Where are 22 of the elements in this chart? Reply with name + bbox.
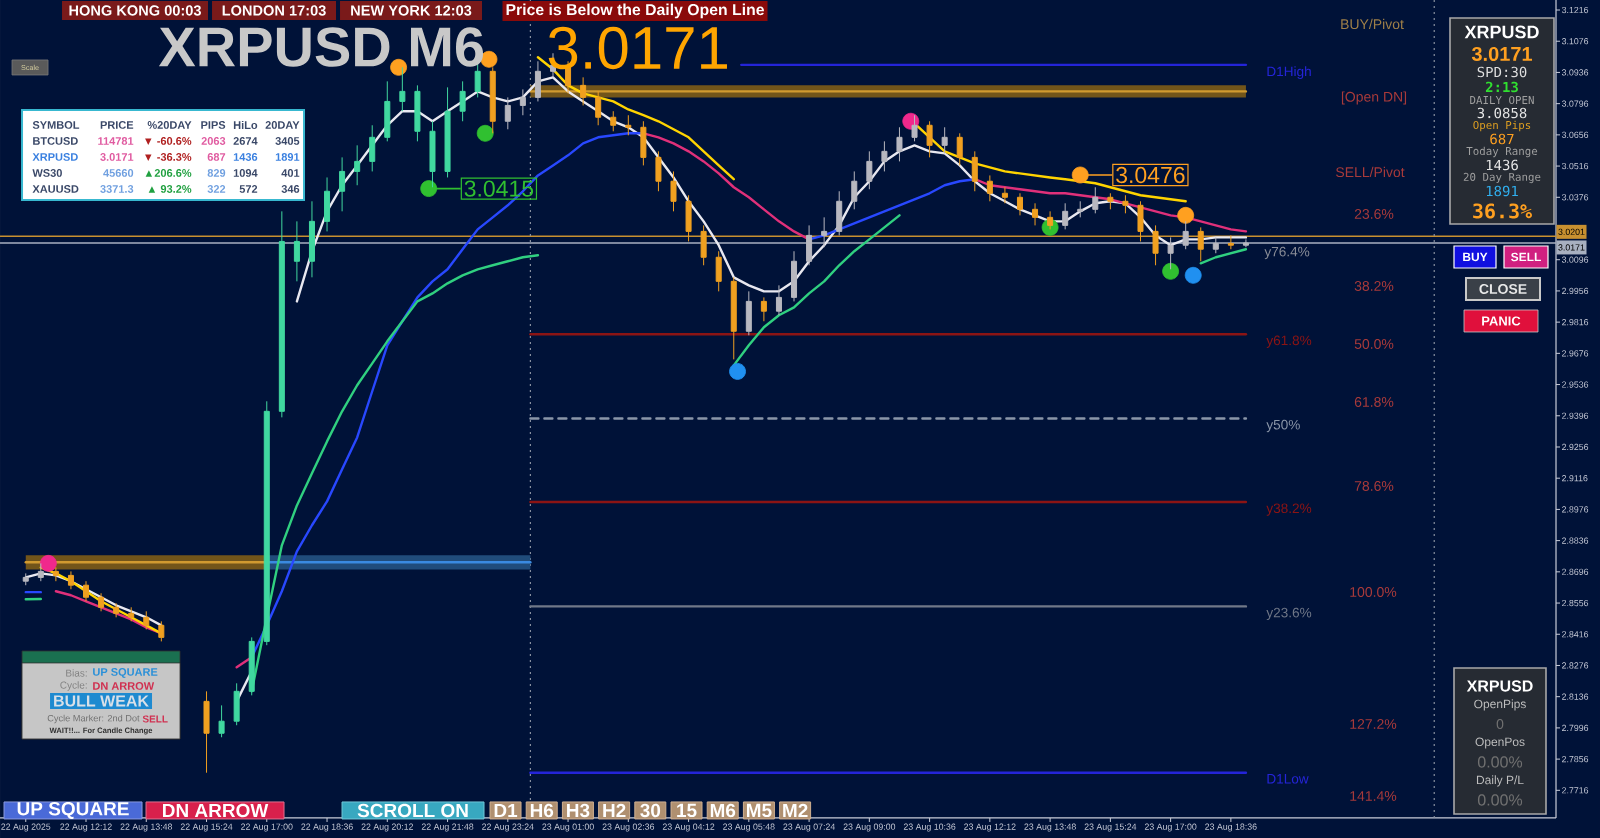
annotation: H3 <box>567 803 590 818</box>
annotation: DN ARROW <box>163 803 269 818</box>
annotation: 30 <box>640 803 661 818</box>
annotation: H6 <box>530 803 554 818</box>
annotation: BULL WEAK <box>54 695 149 707</box>
annotation: 36.3% <box>1473 203 1532 219</box>
annotation: M2 <box>783 803 808 818</box>
annotation: 15 <box>677 803 697 818</box>
annotation: 0.00% <box>1477 756 1523 768</box>
annotation: XRPUSD <box>1466 680 1533 692</box>
annotation: 3.0171 <box>1471 46 1533 62</box>
data-label: 3.0476 <box>1116 166 1185 184</box>
annotation: 0.00% <box>1477 794 1523 806</box>
annotation: 3.0171 <box>548 26 727 70</box>
annotation: M5 <box>747 803 772 818</box>
annotation: D1 <box>494 803 518 818</box>
annotation: H2 <box>603 803 626 818</box>
chart-title: XRPUSD M6 <box>158 27 484 67</box>
annotation: M6 <box>710 803 736 818</box>
annotation: UP SQUARE <box>17 801 129 819</box>
annotation: SCROLL ON <box>357 803 468 818</box>
annotation: XRPUSD <box>1464 25 1539 39</box>
